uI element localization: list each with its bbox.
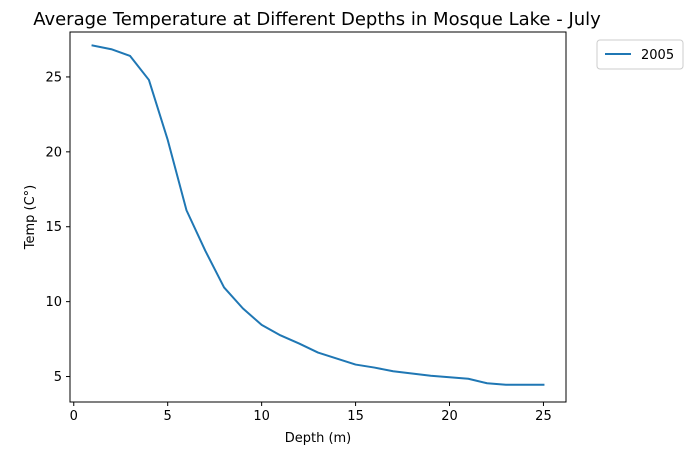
y-tick-label: 10 (45, 295, 62, 310)
y-tick-label: 5 (54, 370, 62, 385)
series-line-2005 (91, 44, 545, 386)
x-tick-label: 25 (535, 409, 552, 424)
y-tick-label: 25 (45, 70, 62, 85)
x-tick-label: 20 (441, 409, 458, 424)
x-tick-label: 0 (70, 409, 78, 424)
y-tick-label: 20 (45, 145, 62, 160)
chart-title: Average Temperature at Different Depths … (33, 9, 601, 30)
y-tick-label: 15 (45, 220, 62, 235)
legend-label-2005: 2005 (641, 48, 674, 63)
x-axis: 0 5 10 15 20 25 (70, 402, 552, 424)
y-axis: 5 10 15 20 25 (45, 70, 70, 385)
y-axis-label: Temp (C°) (23, 185, 38, 251)
legend: 2005 (596, 39, 684, 70)
x-tick-label: 10 (253, 409, 270, 424)
plot-area (69, 31, 567, 403)
x-tick-label: 5 (164, 409, 172, 424)
legend-box (596, 39, 684, 70)
x-axis-label: Depth (m) (285, 431, 352, 446)
x-tick-label: 15 (347, 409, 364, 424)
series-layer (91, 44, 545, 386)
